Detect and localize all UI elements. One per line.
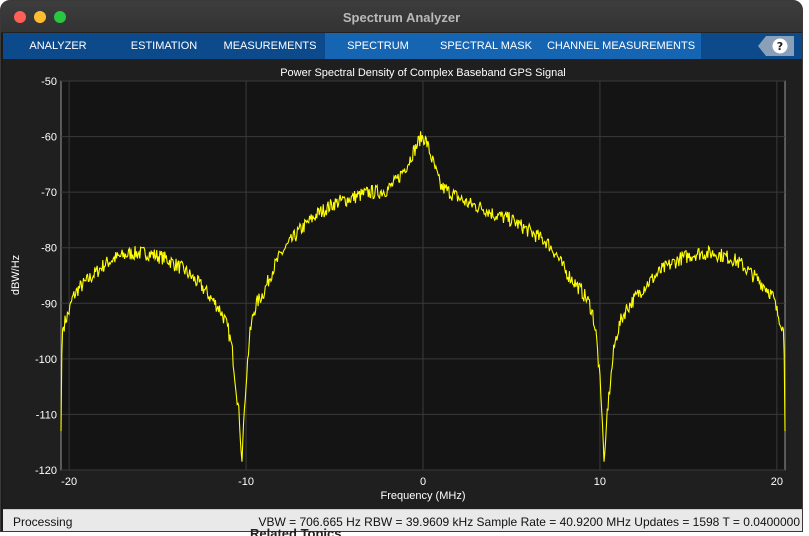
tab-measurements[interactable]: MEASUREMENTS <box>223 40 317 52</box>
y-tick-label: -100 <box>35 354 57 366</box>
x-tick-label: -10 <box>238 476 254 488</box>
y-tick-label: -120 <box>35 465 57 477</box>
help-icon: ? <box>758 36 794 56</box>
close-window-button[interactable] <box>14 11 26 23</box>
tab-spectrum[interactable]: SPECTRUM <box>325 33 431 59</box>
x-tick-labels: -20 -10 0 10 20 <box>61 476 783 488</box>
zoom-window-button[interactable] <box>54 11 66 23</box>
window-title: Spectrum Analyzer <box>342 10 461 25</box>
tab-channel-measurements[interactable]: CHANNEL MEASUREMENTS <box>541 33 701 59</box>
y-tick-label: -80 <box>41 243 57 255</box>
y-tick-label: -50 <box>41 76 57 88</box>
y-tick-label: -110 <box>36 409 57 421</box>
plot-area[interactable]: Power Spectral Density of Complex Baseba… <box>3 59 802 509</box>
minimize-window-button[interactable] <box>34 11 46 23</box>
title-bar[interactable]: Spectrum Analyzer <box>1 1 802 33</box>
y-tick-label: -90 <box>41 298 57 310</box>
help-button[interactable]: ? <box>756 36 796 56</box>
status-bar: Processing VBW = 706.665 Hz RBW = 39.960… <box>3 509 802 531</box>
psd-trace <box>60 131 786 462</box>
x-tick-label: 20 <box>771 476 783 488</box>
tab-estimation[interactable]: ESTIMATION <box>130 40 198 52</box>
svg-text:?: ? <box>777 40 783 53</box>
x-tick-label: 0 <box>420 476 426 488</box>
background-page-edge <box>803 0 809 536</box>
y-axis-label: dBW/Hz <box>10 255 22 295</box>
y-tick-label: -70 <box>41 187 57 199</box>
toolstrip: ANALYZER ESTIMATION MEASUREMENTS SPECTRU… <box>3 33 802 59</box>
tab-analyzer[interactable]: ANALYZER <box>29 40 87 52</box>
y-tick-labels: -50 -60 -70 -80 -90 -100 -110 -120 <box>35 76 57 477</box>
x-tick-label: -20 <box>61 476 77 488</box>
x-tick-label: 10 <box>594 476 606 488</box>
chart-title: Power Spectral Density of Complex Baseba… <box>280 67 566 79</box>
tab-spectral-mask[interactable]: SPECTRAL MASK <box>431 33 541 59</box>
measurement-readout: VBW = 706.665 Hz RBW = 39.9609 kHz Sampl… <box>258 515 800 529</box>
status-text: Processing <box>13 515 73 529</box>
x-axis-label: Frequency (MHz) <box>381 490 466 502</box>
background-related-topics: Related Topics <box>250 526 342 536</box>
psd-chart[interactable]: Power Spectral Density of Complex Baseba… <box>3 59 802 509</box>
y-tick-label: -60 <box>41 132 57 144</box>
